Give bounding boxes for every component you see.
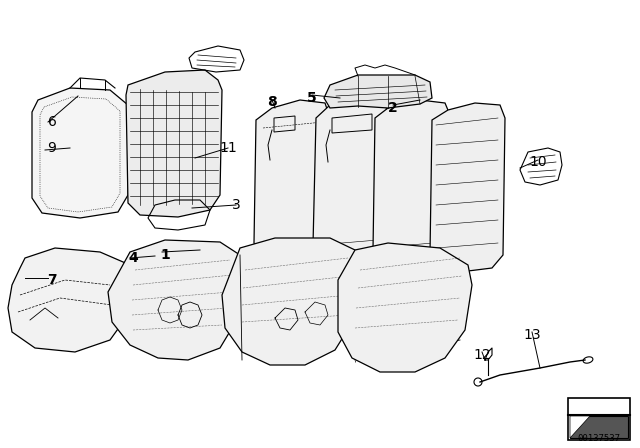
Polygon shape [324, 75, 432, 108]
Polygon shape [32, 88, 128, 218]
Polygon shape [108, 240, 245, 360]
Text: 8: 8 [267, 95, 277, 109]
Polygon shape [338, 243, 472, 372]
Text: 5: 5 [307, 91, 317, 105]
Polygon shape [313, 97, 388, 263]
Text: 6: 6 [47, 115, 56, 129]
Polygon shape [570, 416, 628, 438]
Text: 13: 13 [523, 328, 541, 342]
Text: 12: 12 [473, 348, 491, 362]
Polygon shape [570, 416, 590, 438]
Text: 7: 7 [47, 273, 57, 287]
Polygon shape [8, 248, 135, 352]
Polygon shape [126, 70, 222, 217]
Polygon shape [430, 103, 505, 272]
Polygon shape [568, 398, 630, 440]
Polygon shape [222, 238, 360, 365]
Polygon shape [373, 100, 450, 268]
Text: 10: 10 [529, 155, 547, 169]
Text: 11: 11 [219, 141, 237, 155]
Text: 1: 1 [160, 248, 170, 262]
Text: 4: 4 [128, 251, 138, 265]
Text: 00137537: 00137537 [577, 434, 621, 443]
Text: 3: 3 [232, 198, 241, 212]
Text: 2: 2 [388, 101, 398, 115]
Polygon shape [254, 100, 330, 262]
Text: 9: 9 [47, 141, 56, 155]
